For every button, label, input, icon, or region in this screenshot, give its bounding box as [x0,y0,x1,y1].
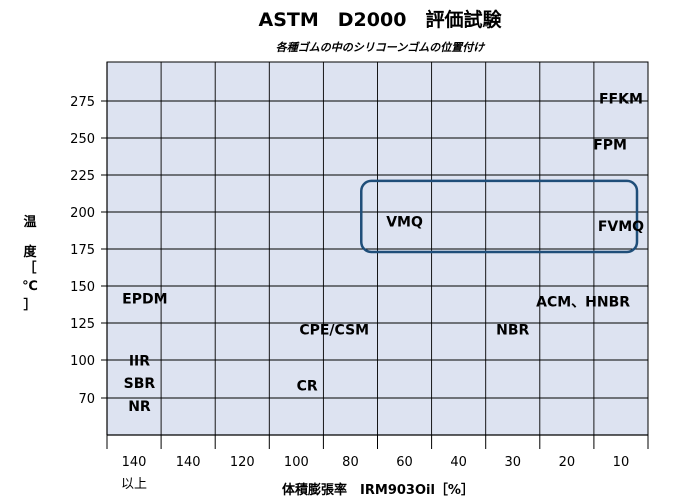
axes [101,62,649,449]
chart-title: ASTM D2000 評価試験 [259,8,503,31]
point-label-fpm: FPM [593,137,627,153]
vmq-highlight-box [360,179,639,254]
x-tick-label: 10 [613,455,630,470]
point-label-cpe-csm: CPE/CSM [299,322,369,338]
x-tick-sublabel: 以上 [121,477,147,492]
x-tick-label: 140 [122,455,147,470]
x-tick-label: 100 [284,455,309,470]
y-tick-label: 125 [70,317,95,332]
y-tick-label: 70 [78,392,95,407]
y-tick-label: 100 [70,354,95,369]
x-tick-label: 20 [559,455,576,470]
point-label-nr: NR [128,399,151,415]
chart-subtitle: 各種ゴムの中のシリコーンゴムの位置付け [276,41,486,54]
point-label-nbr: NBR [496,322,529,338]
point-label-fvmq: FVMQ [598,219,644,235]
x-tick-label: 120 [230,455,255,470]
point-label-acm-hnbr: ACM、HNBR [536,294,630,310]
y-axis-label-char: ］ [23,297,36,313]
x-tick-labels: 140 以上 140 120 100 80 60 40 30 20 10 [121,455,629,492]
y-axis-label-char: 度 [23,244,37,260]
x-tick-label: 140 [176,455,201,470]
x-tick-label: 60 [396,455,413,470]
point-label-vmq: VMQ [386,214,423,230]
x-tick-label: 30 [504,455,521,470]
point-label-iir: IIR [129,353,150,369]
point-label-sbr: SBR [124,376,156,392]
y-tick-label: 250 [70,132,95,147]
y-tick-label: 225 [70,169,95,184]
y-axis-label-char: ［ [23,260,36,276]
grid-lines [107,62,648,435]
y-tick-labels: 70 100 125 150 175 200 225 250 275 [70,95,95,407]
y-tick-label: 275 [70,95,95,110]
y-axis-label-char: ℃ [22,279,38,294]
y-axis-label-char: 温 [23,215,36,230]
point-label-cr: CR [297,379,318,395]
x-tick-label: 40 [450,455,467,470]
point-label-epdm: EPDM [122,291,167,307]
x-axis-label: 体積膨張率 IRM903Oil［%］ [282,482,474,498]
y-axis-label: 温度［ ℃ ］ [22,215,38,313]
y-tick-label: 150 [70,280,95,295]
y-tick-label: 175 [70,243,95,258]
point-label-ffkm: FFKM [599,92,643,108]
y-tick-label: 200 [70,206,95,221]
data-point-labels: FFKM FPM VMQ FVMQ EPDM ACM、HNBR CPE/CSM NBR IIR S… [122,92,644,415]
x-tick-label: 80 [342,455,359,470]
